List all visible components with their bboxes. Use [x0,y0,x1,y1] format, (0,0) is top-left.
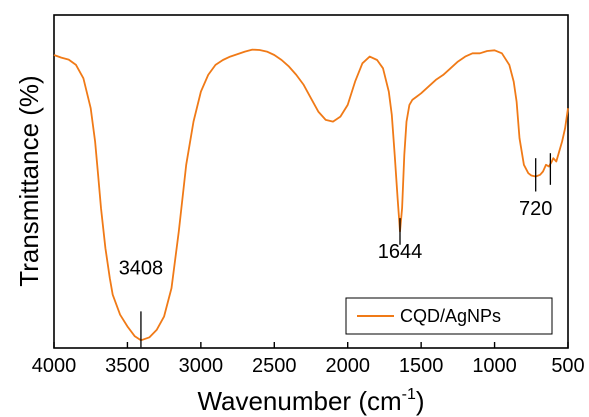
x-tick-label-500: 500 [551,355,584,377]
annotation-label-1644: 1644 [378,241,423,263]
x-tick-label-4000: 4000 [32,355,77,377]
x-tick-label-3000: 3000 [179,355,224,377]
x-ticks [53,342,569,348]
x-tick-label-1500: 1500 [399,355,444,377]
x-axis-title-suffix: ) [416,386,425,416]
x-tick-label-3500: 3500 [105,355,150,377]
plot-frame [53,14,569,349]
series-layer [53,48,569,342]
x-tick-label-2500: 2500 [252,355,297,377]
legend-label: CQD/AgNPs [400,306,501,326]
x-axis-title-main: Wavenumber (cm [197,386,401,416]
annotation-label-3408: 3408 [119,258,164,280]
legend: CQD/AgNPs [345,297,553,335]
x-axis-title-superscript: -1 [402,386,416,403]
series-line-0 [53,48,569,342]
x-tick-label-1000: 1000 [472,355,517,377]
annotation-layer: 3408 1644 720 [119,153,552,348]
y-axis-title: Transmittance (%) [14,75,44,286]
x-tick-labels: 4000 3500 3000 2500 2000 1500 1000 500 [32,355,585,377]
x-axis-title: Wavenumber (cm-1) [197,386,424,416]
x-tick-label-2000: 2000 [325,355,370,377]
annotation-label-720: 720 [519,198,552,220]
